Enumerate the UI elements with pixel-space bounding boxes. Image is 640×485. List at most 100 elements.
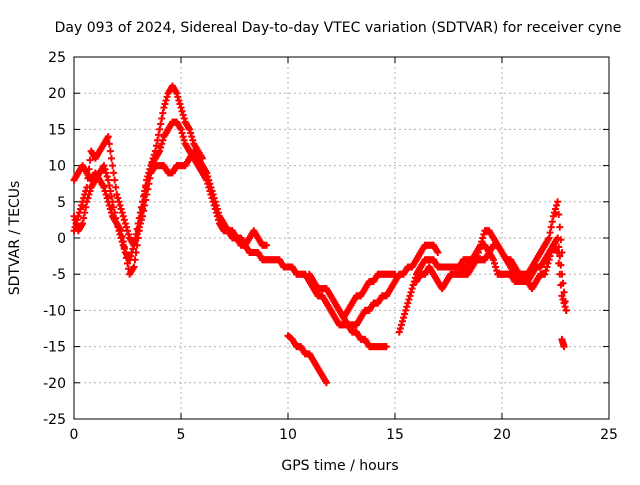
data-point [476,245,484,253]
data-point [156,147,164,155]
data-point [128,248,136,256]
data-point [560,288,568,296]
data-point [70,227,78,235]
data-point [397,321,405,329]
data-point [186,125,194,133]
data-point [107,192,115,200]
data-point [107,154,115,162]
data-point [115,198,123,206]
data-point [155,131,163,139]
data-point [560,343,568,351]
data-point [106,187,114,195]
data-point [79,198,87,206]
data-point [554,198,562,206]
series-track-k [558,335,568,351]
data-point [263,241,271,249]
data-point [548,218,556,226]
data-point [473,252,481,260]
data-point [434,248,442,256]
data-point [492,263,500,271]
data-point [84,174,92,182]
data-point [174,93,182,101]
data-point [189,136,197,144]
data-point [144,185,152,193]
data-point [125,230,133,238]
data-point [188,133,196,141]
series-track-d [284,241,442,329]
data-point [173,89,181,97]
data-point [176,100,184,108]
data-point [180,136,188,144]
data-point [143,191,151,199]
data-point [405,296,413,304]
data-point [80,194,88,202]
data-point [208,187,216,195]
data-point [136,220,144,228]
data-point [103,194,111,202]
data-point [158,140,166,148]
data-point [132,234,140,242]
data-point [120,245,128,253]
data-point [137,216,145,224]
data-point [72,220,80,228]
data-point [561,303,569,311]
data-point [79,220,87,228]
data-point [77,201,85,209]
data-point [104,176,112,184]
data-point [104,133,112,141]
data-point [558,292,566,300]
data-point [472,256,480,264]
data-point [130,263,138,271]
data-point [178,129,186,137]
data-point [121,220,129,228]
data-point [491,259,499,267]
data-point [81,191,89,199]
data-point [118,209,126,217]
data-point [74,212,82,220]
data-point [554,248,562,256]
data-point [179,111,187,119]
series-track-e [305,270,390,351]
data-point [83,183,91,191]
data-point [135,223,143,231]
data-point [116,201,124,209]
data-point [114,223,122,231]
data-point [556,223,564,231]
data-point [396,325,404,332]
data-point [101,165,109,173]
y-tick-label: -5 [52,267,66,283]
data-point [82,187,90,195]
data-point [119,241,127,249]
data-point [157,120,165,128]
data-point [556,252,564,260]
data-point [119,212,127,220]
data-point [401,310,409,318]
data-point [134,227,142,235]
data-point [557,281,565,289]
data-point [76,205,84,213]
data-point [382,343,390,351]
data-point [408,285,416,293]
data-point [109,198,117,206]
data-point [86,156,94,164]
data-point [549,212,557,220]
data-point [323,379,331,387]
data-point [85,165,93,173]
data-point [209,191,217,199]
data-point [187,129,195,137]
data-point [404,299,412,307]
data-point [127,252,135,260]
data-point [111,176,119,184]
data-point [555,210,563,218]
data-point [546,229,554,237]
data-point [552,205,559,213]
data-point [554,234,562,242]
data-point [395,328,403,336]
series-track-c [70,133,271,249]
x-tick-label: 10 [279,427,297,443]
data-point [118,238,126,246]
series-track-g [340,270,399,322]
data-point [142,196,150,204]
data-point [562,306,570,314]
